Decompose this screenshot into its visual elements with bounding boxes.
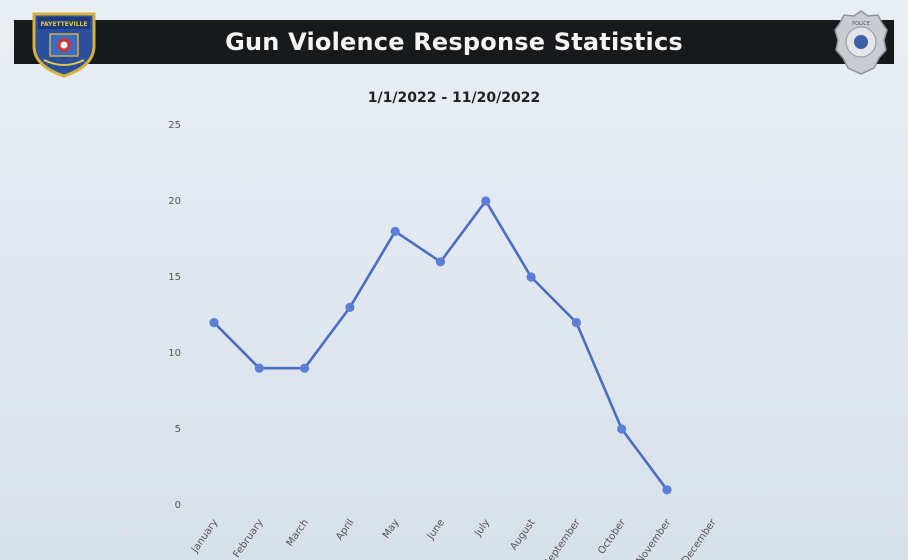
- x-tick-label: May: [381, 517, 402, 540]
- y-tick-label: 0: [175, 500, 181, 511]
- data-point: [526, 272, 536, 282]
- police-badge-logo: POLICE: [834, 10, 888, 75]
- data-point: [300, 363, 310, 373]
- title-banner: Gun Violence Response Statistics: [14, 20, 894, 64]
- x-tick-label: July: [472, 517, 492, 539]
- data-point: [481, 196, 491, 206]
- x-tick-label: April: [334, 517, 356, 542]
- x-tick-label: March: [285, 517, 311, 548]
- y-tick-label: 5: [175, 424, 181, 435]
- data-point: [254, 363, 264, 373]
- badge-lettering: POLICE: [852, 21, 870, 27]
- data-point: [617, 424, 627, 434]
- x-tick-label: November: [635, 517, 674, 560]
- y-tick-label: 15: [168, 272, 181, 283]
- y-tick-label: 20: [168, 196, 181, 207]
- x-tick-label: June: [425, 517, 447, 542]
- x-tick-label: January: [189, 517, 220, 555]
- x-tick-label: December: [680, 517, 719, 560]
- y-tick-label: 25: [168, 120, 181, 131]
- data-point: [390, 226, 400, 236]
- y-tick-label: 10: [168, 348, 181, 359]
- x-tick-label: September: [542, 517, 583, 560]
- x-tick-label: February: [231, 517, 265, 560]
- data-point: [571, 318, 582, 328]
- data-point: [435, 257, 446, 267]
- x-tick-label: October: [596, 517, 628, 557]
- patch-lettering: FAYETTEVILLE: [41, 21, 88, 28]
- x-tick-label: August: [508, 517, 537, 552]
- police-patch-logo: FAYETTEVILLE: [32, 12, 96, 78]
- page-title: Gun Violence Response Statistics: [225, 28, 683, 56]
- series-line: [213, 199, 669, 491]
- chart-subtitle: 1/1/2022 - 11/20/2022: [367, 90, 541, 106]
- data-point: [209, 318, 219, 328]
- data-point: [345, 302, 355, 312]
- data-point: [662, 485, 672, 495]
